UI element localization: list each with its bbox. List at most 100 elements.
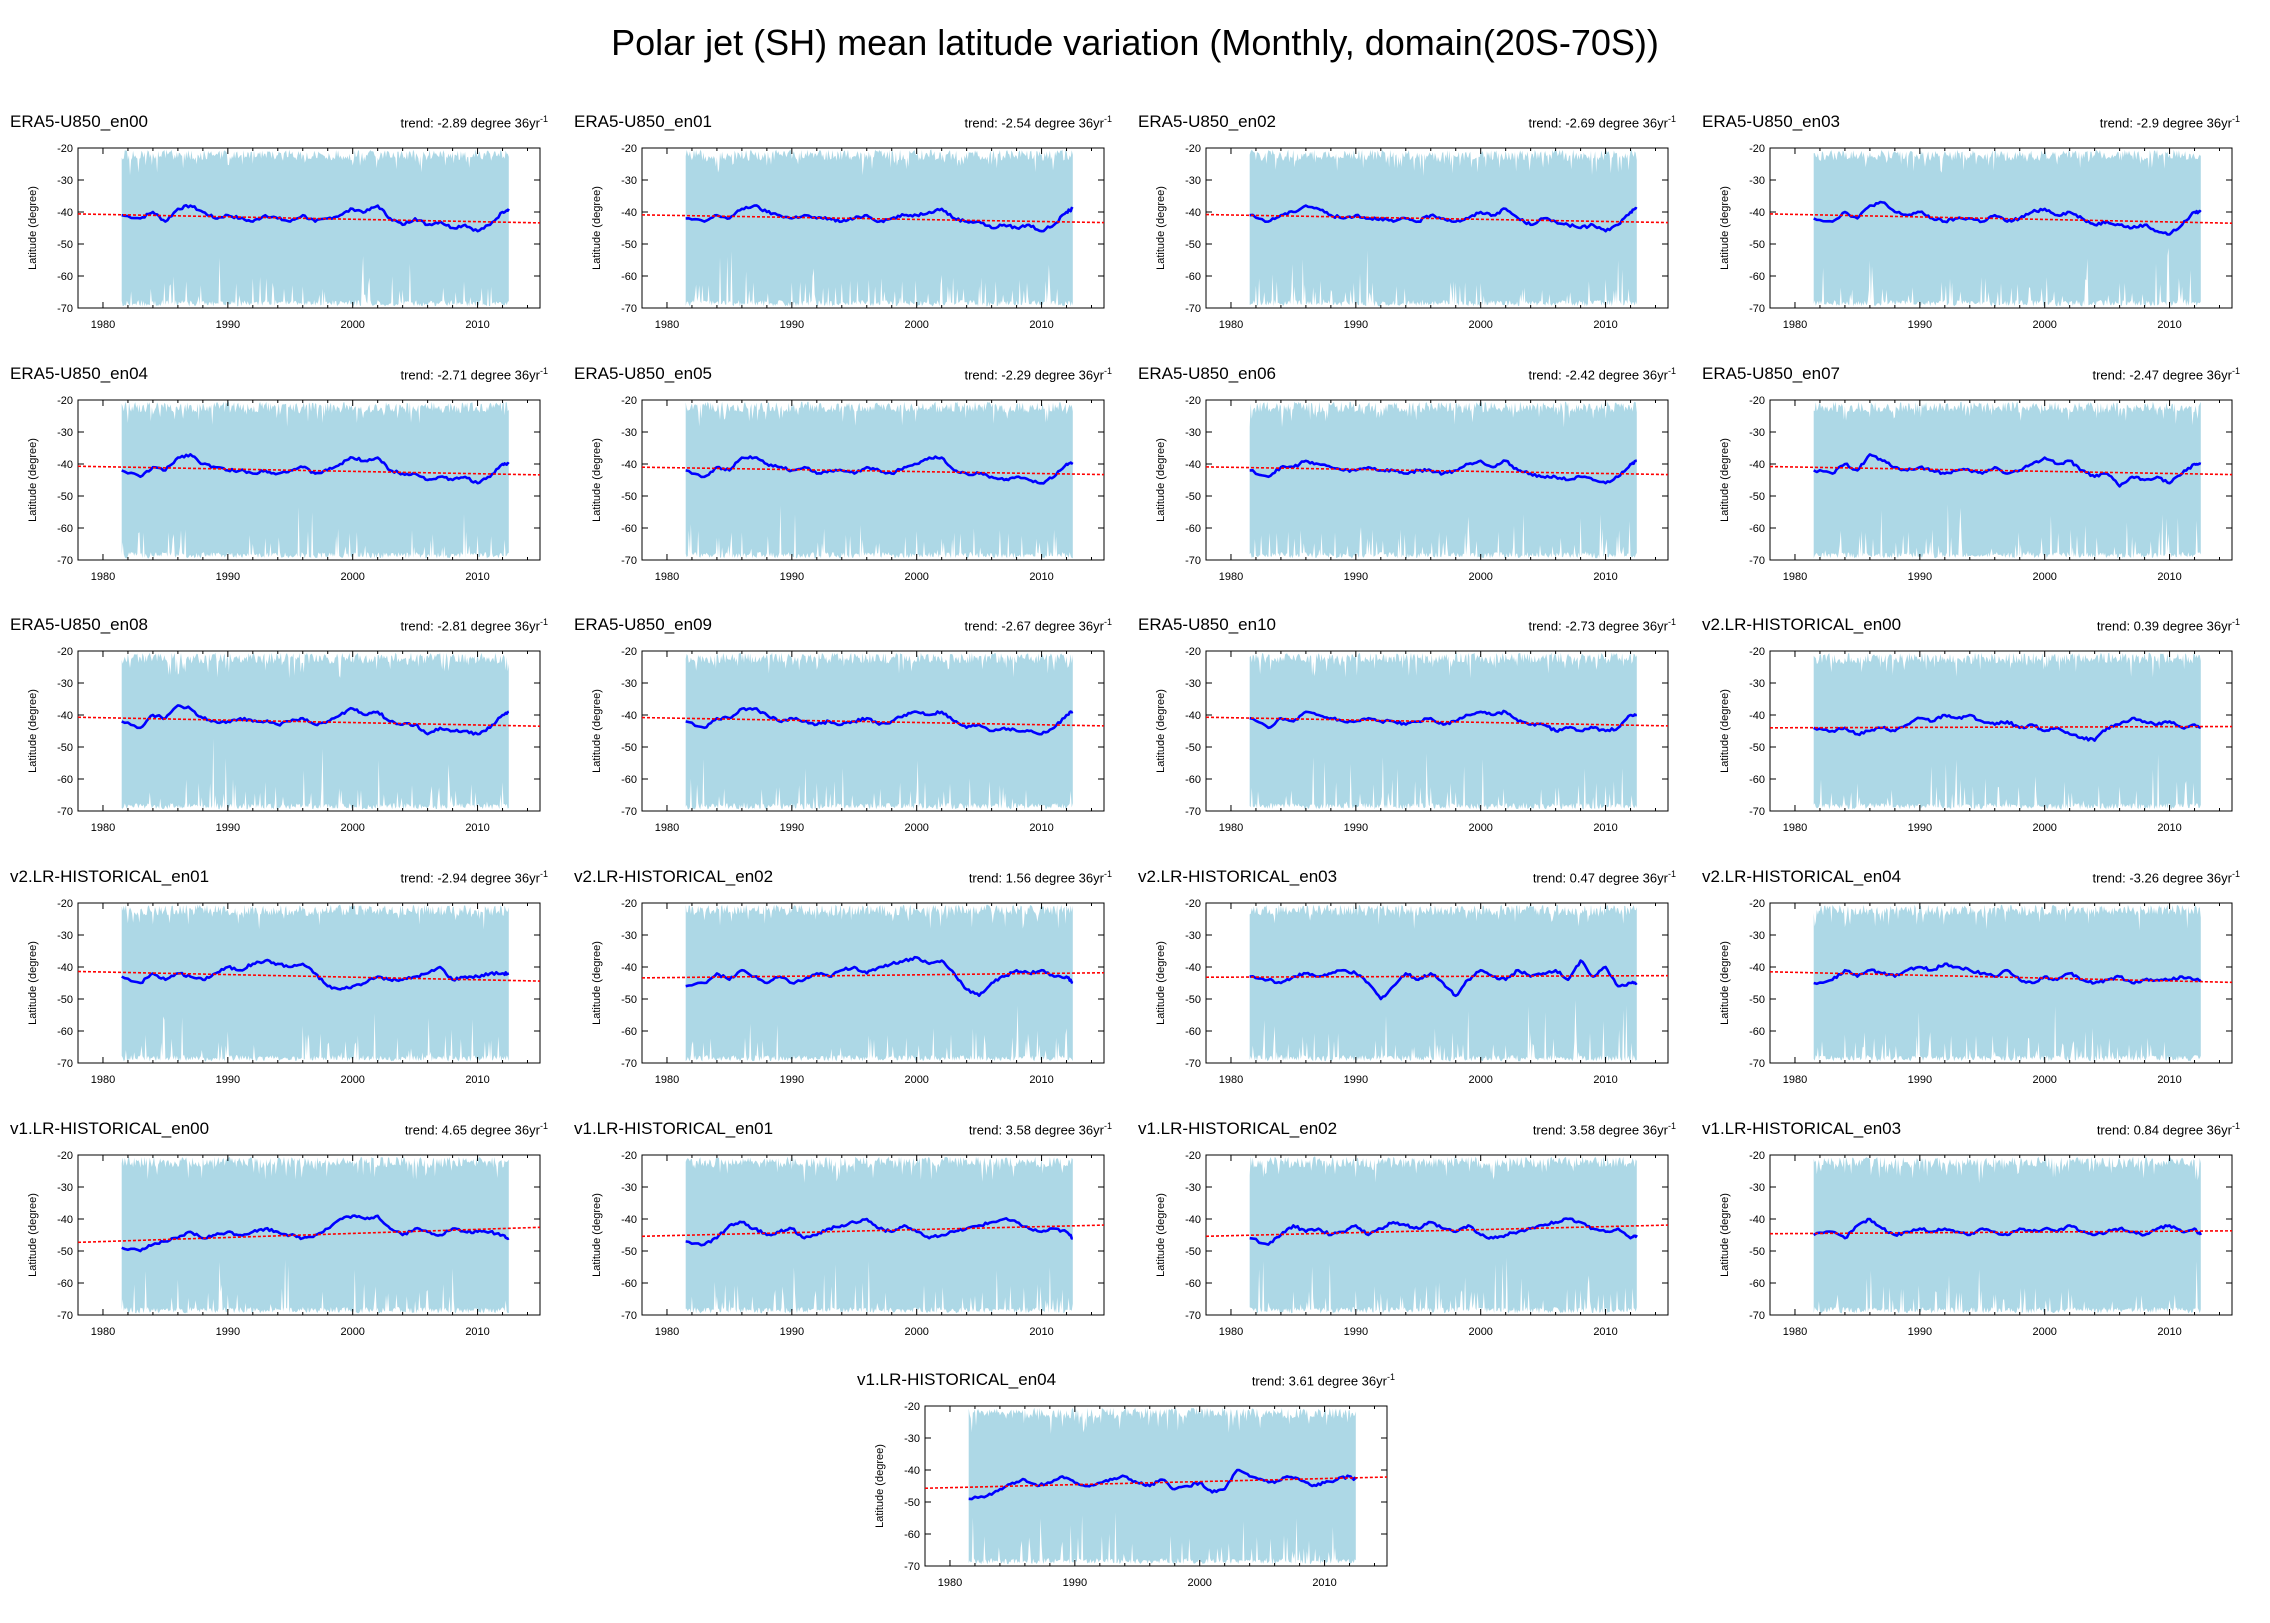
x-tick-label: 2000 (1468, 1326, 1492, 1338)
panel-title: ERA5-U850_en02 (1138, 112, 1276, 131)
x-tick-label: 2010 (1593, 822, 1617, 834)
x-tick-label: 2000 (904, 319, 928, 331)
chart-canvas: -20 -30 -40 -50 -60 -70 1980 1990 2000 2010 Latitu… (1155, 1150, 1669, 1338)
trend-unit: degree 36yr (2158, 115, 2232, 131)
mean-latitude-line (1249, 459, 1638, 485)
y-tick-label: -60 (621, 1026, 637, 1038)
trend-line (1205, 213, 1669, 224)
trend-unit-exponent: -1 (1103, 869, 1112, 879)
x-tick-label: 2000 (904, 571, 928, 583)
y-axis-label: Latitude (degree) (1719, 941, 1731, 1025)
x-tick-label: 2000 (2032, 822, 2056, 834)
chart-panel: ERA5-U850_en03 trend: -2.9 degree 36yr-1-… (1700, 112, 2240, 332)
chart-panel: ERA5-U850_en07 trend: -2.47 degree 36yr-1… (1700, 364, 2240, 584)
y-tick-label: -70 (621, 555, 637, 567)
x-tick-label: 1990 (1344, 1074, 1368, 1086)
y-tick-label: -70 (1185, 806, 1201, 818)
panel-title: v1.LR-HISTORICAL_en02 (1138, 1119, 1338, 1138)
y-tick-label: -30 (1185, 1182, 1201, 1194)
panel-title: v2.LR-HISTORICAL_en03 (1138, 867, 1338, 886)
x-tick-label: 1990 (1908, 1074, 1932, 1086)
spread-band (1249, 149, 1637, 307)
plot-frame (77, 399, 541, 561)
x-tick-label: 1990 (1063, 1577, 1087, 1589)
trend-line (1769, 725, 2233, 729)
y-tick-label: -20 (621, 395, 637, 407)
panel-title: v1.LR-HISTORICAL_en04 (857, 1370, 1057, 1389)
trend-unit-exponent: -1 (1667, 869, 1676, 879)
trend-unit: degree 36yr (2158, 618, 2232, 634)
trend-prefix: trend: (968, 1122, 1006, 1138)
trend-prefix: trend: (400, 618, 438, 634)
trend-prefix: trend: (400, 870, 438, 886)
x-tick-label: 2010 (1029, 571, 1053, 583)
spread-band (968, 1407, 1356, 1565)
x-tick-label: 1990 (780, 319, 804, 331)
trend-unit: degree 36yr (2158, 1122, 2232, 1138)
y-tick-label: -40 (621, 710, 637, 722)
trend-line (1205, 716, 1669, 727)
plot-frame (1205, 399, 1669, 561)
trend-value: -3.26 (2129, 870, 2159, 886)
y-tick-label: -20 (1185, 898, 1201, 910)
y-axis-label: Latitude (degree) (1155, 689, 1167, 773)
x-tick-label: 1990 (780, 571, 804, 583)
x-tick-label: 2010 (465, 319, 489, 331)
plot-frame (641, 399, 1105, 561)
x-tick-label: 2010 (1593, 1326, 1617, 1338)
y-axis-label: Latitude (degree) (1719, 689, 1731, 773)
plot-frame (641, 1154, 1105, 1316)
x-tick-label: 2010 (465, 822, 489, 834)
y-tick-label: -50 (1749, 994, 1765, 1006)
trend-line (924, 1476, 1388, 1490)
y-tick-label: -20 (621, 143, 637, 155)
trend-unit: degree 36yr (1594, 1122, 1668, 1138)
y-tick-label: -70 (1185, 303, 1201, 315)
chart-canvas: -20 -30 -40 -50 -60 -70 1980 1990 2000 2010 Latitu… (874, 1401, 1388, 1589)
panel-title: ERA5-U850_en07 (1702, 364, 1840, 383)
chart-canvas: -20 -30 -40 -50 -60 -70 1980 1990 2000 2010 Latitu… (1155, 646, 1669, 834)
y-tick-label: -50 (621, 994, 637, 1006)
y-tick-label: -50 (1185, 994, 1201, 1006)
y-tick-label: -40 (621, 962, 637, 974)
trend-prefix: trend: (1532, 1122, 1570, 1138)
chart-canvas: -20 -30 -40 -50 -60 -70 1980 1990 2000 2010 Latitu… (591, 646, 1105, 834)
spread-band (121, 904, 509, 1062)
x-tick-label: 2000 (2032, 571, 2056, 583)
spread-band (1813, 401, 2201, 559)
trend-prefix: trend: (2096, 618, 2134, 634)
y-tick-label: -30 (1185, 678, 1201, 690)
trend-label: trend: 3.58 degree 36yr-1 (1533, 1121, 1676, 1137)
trend-prefix: trend: (2096, 1122, 2134, 1138)
trend-label: trend: 0.47 degree 36yr-1 (1533, 869, 1676, 885)
trend-unit-exponent: -1 (1103, 617, 1112, 627)
plot-frame (1769, 650, 2233, 812)
spread-band (1813, 149, 2201, 307)
x-tick-label: 1990 (780, 1326, 804, 1338)
y-axis-label: Latitude (degree) (27, 438, 39, 522)
y-tick-label: -60 (1749, 271, 1765, 283)
y-tick-label: -30 (57, 1182, 73, 1194)
trend-unit: degree 36yr (2158, 870, 2232, 886)
y-tick-label: -30 (1185, 175, 1201, 187)
trend-unit-exponent: -1 (539, 869, 548, 879)
y-tick-label: -20 (1749, 395, 1765, 407)
chart-canvas: -20 -30 -40 -50 -60 -70 1980 1990 2000 2010 Latitu… (591, 898, 1105, 1086)
plot-frame (1769, 902, 2233, 1064)
plot-frame (1769, 147, 2233, 309)
chart-panel: ERA5-U850_en01 trend: -2.54 degree 36yr-1… (572, 112, 1112, 332)
x-tick-label: 1990 (1908, 319, 1932, 331)
trend-prefix: trend: (964, 367, 1002, 383)
spread-band (1249, 401, 1637, 559)
trend-unit-exponent: -1 (2231, 869, 2240, 879)
trend-unit-exponent: -1 (2231, 617, 2240, 627)
y-tick-label: -40 (904, 1465, 920, 1477)
y-tick-label: -20 (57, 898, 73, 910)
trend-value: 0.47 (1569, 870, 1595, 886)
y-tick-label: -50 (621, 239, 637, 251)
chart-panel: ERA5-U850_en10 trend: -2.73 degree 36yr-1… (1136, 615, 1676, 835)
chart-panel: ERA5-U850_en08 trend: -2.81 degree 36yr-1… (8, 615, 548, 835)
trend-unit-exponent: -1 (1667, 1121, 1676, 1131)
x-tick-label: 2000 (340, 1074, 364, 1086)
trend-unit: degree 36yr (1594, 870, 1668, 886)
